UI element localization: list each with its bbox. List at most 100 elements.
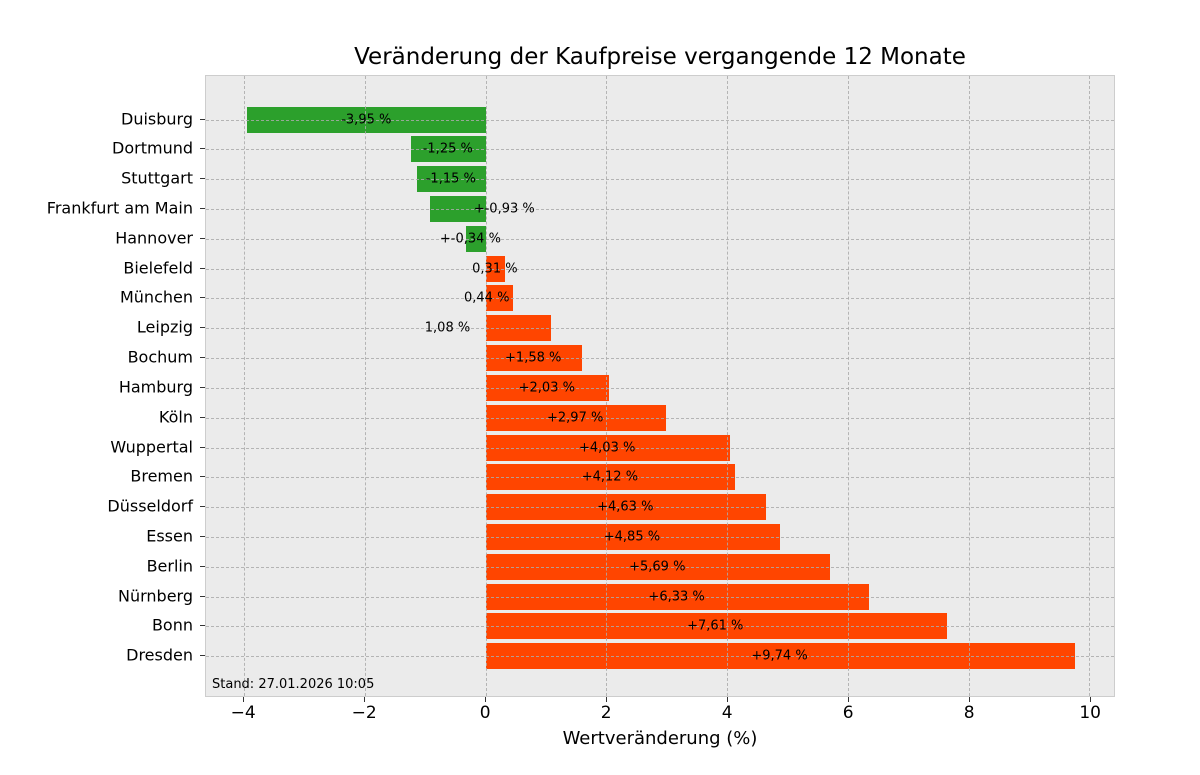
bar-label: 0,31 % xyxy=(472,261,518,277)
x-tick-label: 8 xyxy=(963,703,975,723)
grid-line-h xyxy=(206,387,1114,389)
y-tick-label: Bremen xyxy=(130,466,193,486)
grid-line-v xyxy=(727,76,728,696)
y-tick-label: Bonn xyxy=(151,615,193,635)
x-tick-label: 10 xyxy=(1079,703,1102,723)
y-tick-mark xyxy=(200,207,205,209)
y-tick-mark xyxy=(200,595,205,597)
bar-label: +6,33 % xyxy=(648,589,705,605)
y-tick-label: Leipzig xyxy=(136,317,193,337)
y-tick-mark xyxy=(200,535,205,537)
x-tick-mark xyxy=(1090,697,1092,702)
chart-title: Veränderung der Kaufpreise vergangende 1… xyxy=(354,44,966,70)
x-tick-label: −4 xyxy=(230,703,256,723)
x-tick-label: 4 xyxy=(721,703,733,723)
y-tick-mark xyxy=(200,267,205,269)
y-tick-label: Berlin xyxy=(146,556,193,576)
grid-line-h xyxy=(206,238,1114,240)
grid-line-v xyxy=(968,76,970,696)
y-tick-mark xyxy=(200,178,205,180)
y-tick-mark xyxy=(200,357,205,359)
x-tick-mark xyxy=(364,697,366,702)
grid-line-h xyxy=(206,536,1114,538)
bar-label: +2,97 % xyxy=(547,410,604,426)
bar-label: +5,69 % xyxy=(629,559,686,575)
y-tick-label: Duisburg xyxy=(121,109,193,128)
bar-label: 0,44 % xyxy=(464,290,510,306)
y-tick-label: Hamburg xyxy=(118,377,193,397)
grid-line-h xyxy=(206,566,1114,568)
grid-line-v xyxy=(244,76,246,696)
x-tick-mark xyxy=(606,697,608,702)
bar-label: +4,63 % xyxy=(597,499,654,515)
bar-label: -1,15 % xyxy=(425,171,476,187)
y-tick-label: Stuttgart xyxy=(121,168,193,188)
x-tick-mark xyxy=(485,697,487,702)
y-tick-mark xyxy=(200,237,205,239)
grid-line-v xyxy=(364,76,366,696)
bar-label: +1,58 % xyxy=(505,350,562,366)
x-tick-mark xyxy=(243,697,245,702)
y-tick-mark xyxy=(200,327,205,329)
grid-line-h xyxy=(206,149,1114,151)
x-tick-label: 2 xyxy=(600,703,612,723)
grid-line-h xyxy=(206,507,1114,509)
bar-label: +4,12 % xyxy=(581,469,639,485)
y-tick-label: Bochum xyxy=(127,347,193,367)
grid-line-h xyxy=(206,477,1114,479)
y-tick-label: Köln xyxy=(158,407,193,427)
y-tick-label: Dresden xyxy=(126,645,193,665)
bar-label: +4,03 % xyxy=(579,440,636,456)
y-tick-label: Nürnberg xyxy=(118,586,193,606)
bar-label: +4,85 % xyxy=(603,529,661,545)
y-tick-label: Bielefeld xyxy=(123,258,193,278)
y-tick-label: Wuppertal xyxy=(110,437,193,457)
y-tick-label: Hannover xyxy=(115,228,193,248)
y-tick-label: Essen xyxy=(146,526,193,546)
x-tick-label: 6 xyxy=(842,703,854,723)
x-tick-label: 0 xyxy=(479,703,491,723)
y-tick-mark xyxy=(200,118,205,120)
bar-label: -3,95 % xyxy=(341,112,392,127)
y-tick-label: Düsseldorf xyxy=(107,496,193,516)
grid-line-h xyxy=(206,596,1114,598)
grid-line-h xyxy=(206,358,1114,360)
y-tick-label: Dortmund xyxy=(112,138,193,158)
bar-label: +2,03 % xyxy=(518,380,575,396)
bar-label: +-0,93 % xyxy=(473,201,535,217)
grid-line-h xyxy=(206,328,1114,330)
y-tick-mark xyxy=(200,506,205,508)
bar-label: +7,61 % xyxy=(687,618,744,634)
x-tick-label: −2 xyxy=(351,703,377,723)
x-axis-label: Wertveränderung (%) xyxy=(562,728,758,749)
grid-line-h xyxy=(206,179,1114,181)
grid-line-v xyxy=(847,76,849,696)
grid-line-h xyxy=(206,626,1114,628)
grid-line-v xyxy=(606,76,608,696)
y-tick-mark xyxy=(200,446,205,448)
grid-line-h xyxy=(206,119,1114,121)
bar-label: -1,25 % xyxy=(422,141,473,157)
grid-line-h xyxy=(206,417,1114,419)
y-tick-mark xyxy=(200,476,205,478)
grid-line-v xyxy=(1089,76,1091,696)
grid-line-h xyxy=(206,656,1114,658)
bar-label: +9,74 % xyxy=(751,648,808,664)
grid-line-h xyxy=(206,208,1114,210)
y-tick-mark xyxy=(200,625,205,627)
x-tick-mark xyxy=(848,697,850,702)
grid-line-h xyxy=(206,298,1114,300)
footnote: Stand: 27.01.2026 10:05 xyxy=(212,677,375,692)
x-tick-mark xyxy=(969,697,971,702)
y-tick-mark xyxy=(200,416,205,418)
x-tick-mark xyxy=(727,697,729,702)
bar-label: 1,08 % xyxy=(424,320,471,336)
y-tick-mark xyxy=(200,297,205,299)
y-tick-mark xyxy=(200,386,205,388)
grid-line-h xyxy=(206,447,1114,449)
y-tick-label: Frankfurt am Main xyxy=(46,198,193,218)
y-tick-mark xyxy=(200,565,205,567)
grid-line-h xyxy=(206,268,1114,270)
grid-line-v xyxy=(485,76,487,696)
